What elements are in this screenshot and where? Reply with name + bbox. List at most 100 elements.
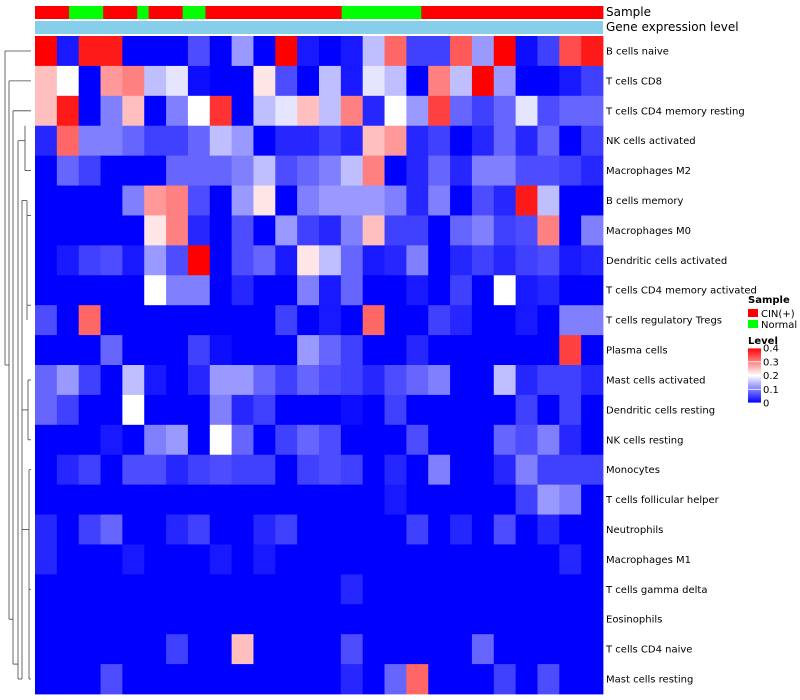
heatmap-cell (35, 65, 58, 97)
heatmap-cell (253, 634, 276, 665)
heatmap-cell (209, 424, 233, 456)
heatmap-cell (537, 215, 560, 246)
heatmap-cell (231, 36, 254, 67)
heatmap-cell (35, 604, 58, 635)
heatmap-cell (428, 215, 451, 246)
heatmap-cell (56, 65, 80, 97)
heatmap-cell (144, 484, 167, 515)
heatmap-cell (100, 36, 123, 67)
sample-annotation-cell (568, 6, 581, 19)
heatmap-cell (122, 484, 145, 515)
heatmap-cell (362, 394, 385, 426)
heatmap-cell (297, 155, 320, 186)
heatmap-cell (231, 424, 254, 456)
heatmap-cell (384, 424, 407, 456)
heatmap-cell (56, 95, 80, 127)
heatmap-cell (209, 305, 233, 336)
heatmap-cell (297, 484, 320, 515)
heatmap-cells (35, 36, 604, 695)
heatmap-cell (450, 574, 473, 605)
sample-annotation-cell (353, 6, 365, 19)
heatmap-cell (340, 365, 364, 396)
heatmap-cell (581, 125, 604, 157)
sample-annotation-cell (546, 6, 558, 19)
heatmap-cell (187, 125, 211, 157)
heatmap-cell (56, 305, 80, 336)
heatmap-cell (319, 365, 342, 396)
legend-level-title: Level (748, 336, 778, 347)
heatmap-cell (428, 125, 451, 157)
heatmap-cell (35, 664, 58, 695)
heatmap-cell (275, 305, 298, 336)
sample-annotation-cell (387, 6, 399, 19)
heatmap-cell (56, 365, 80, 396)
heatmap-cell (559, 664, 582, 695)
heatmap-cell (231, 215, 254, 246)
legend-tick-label: 0 (763, 399, 769, 410)
heatmap-cell (450, 604, 473, 635)
heatmap-cell (144, 125, 167, 157)
heatmap-cell (253, 275, 276, 306)
heatmap-cell (209, 634, 233, 665)
sample-annotation-cell (262, 6, 274, 19)
heatmap-cell (319, 245, 342, 276)
heatmap-cell (406, 574, 429, 605)
heatmap-cell (406, 664, 429, 695)
sample-annotation-cell (284, 6, 297, 19)
heatmap-cell (537, 305, 560, 336)
heatmap-cell (537, 155, 560, 186)
heatmap-cell (275, 454, 298, 486)
heatmap-cell (340, 36, 364, 67)
heatmap-cell (144, 95, 167, 127)
heatmap-cell (187, 634, 211, 665)
heatmap-cell (275, 394, 298, 426)
heatmap-cell (78, 275, 101, 306)
legend-tick-label: 0.4 (763, 344, 779, 355)
sample-annotation-cell (159, 6, 172, 19)
heatmap-cell (559, 574, 582, 605)
heatmap-cell (297, 365, 320, 396)
heatmap-cell (428, 634, 451, 665)
heatmap-cell (78, 604, 101, 635)
heatmap-cell (471, 514, 495, 545)
heatmap-cell (231, 604, 254, 635)
sample-annotation-cell (534, 6, 547, 19)
heatmap-cell (559, 125, 582, 157)
heatmap-cell (515, 245, 538, 276)
heatmap-cell (515, 155, 538, 186)
heatmap-cell (100, 574, 123, 605)
heatmap-cell (493, 394, 517, 426)
sample-annotation-cell (296, 6, 309, 19)
heatmap-cell (537, 185, 560, 216)
heatmap-cell (559, 275, 582, 306)
heatmap-cell (428, 185, 451, 216)
sample-annotation-cell (500, 6, 513, 19)
heatmap-cell (56, 664, 80, 695)
heatmap-cell (166, 245, 189, 276)
heatmap-cell (35, 215, 58, 246)
heatmap-cell (384, 305, 407, 336)
heatmap-cell (384, 394, 407, 426)
heatmap-cell (428, 424, 451, 456)
heatmap-cell (319, 185, 342, 216)
heatmap-cell (493, 544, 517, 575)
heatmap-cell (122, 544, 145, 575)
row-label: Mast cells resting (606, 675, 693, 686)
heatmap-cell (166, 544, 189, 575)
heatmap-cell (406, 365, 429, 396)
heatmap-cell (122, 215, 145, 246)
heatmap-cell (340, 514, 364, 545)
row-label: Monocytes (606, 465, 660, 476)
heatmap-cell (275, 664, 298, 695)
heatmap-cell (297, 215, 320, 246)
heatmap-cell (515, 664, 538, 695)
row-label: B cells memory (606, 196, 683, 207)
heatmap-cell (275, 65, 298, 97)
heatmap-cell (406, 484, 429, 515)
heatmap-cell (384, 215, 407, 246)
heatmap-cell (450, 275, 473, 306)
heatmap-cell (122, 634, 145, 665)
heatmap-cell (471, 36, 495, 67)
heatmap-cell (428, 514, 451, 545)
sample-annotation-cell (557, 6, 570, 19)
